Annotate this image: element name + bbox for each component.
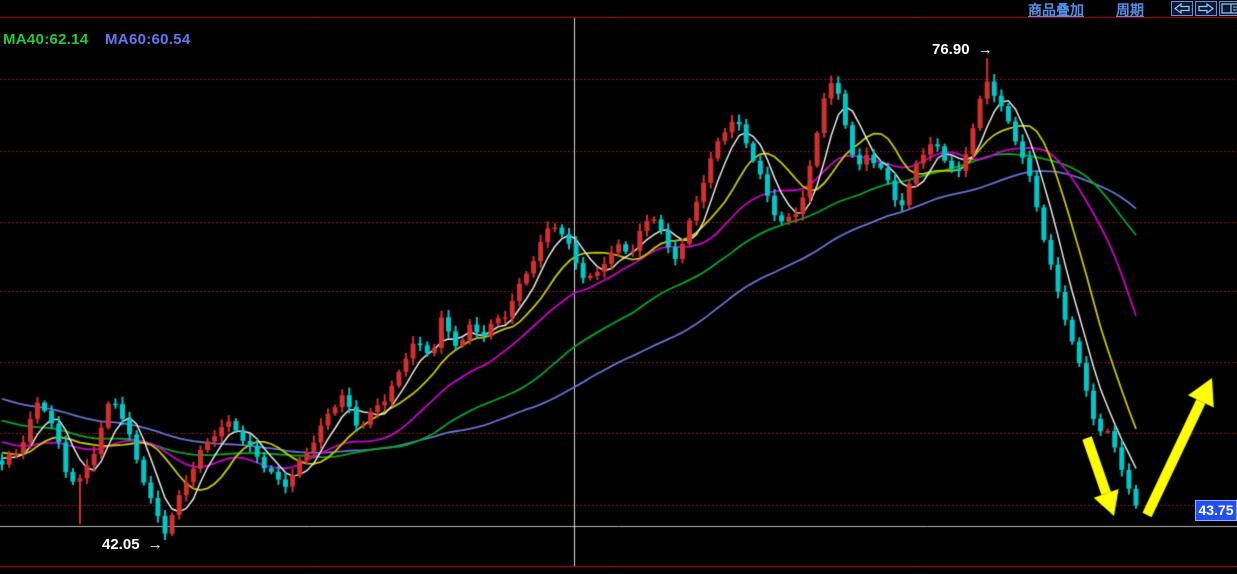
- period-link[interactable]: 周期: [1116, 2, 1144, 18]
- split-layout-icon: [1221, 3, 1237, 14]
- ma60-value-label: MA60:60.54: [105, 31, 191, 48]
- next-button[interactable]: [1195, 1, 1217, 16]
- low-price-annotation: 42.05 →: [102, 536, 163, 553]
- prev-button[interactable]: [1171, 1, 1193, 16]
- high-price-text: 76.90: [932, 41, 970, 58]
- crosshair-price-tag: 43.75: [1195, 500, 1237, 521]
- overlay-compare-link[interactable]: 商品叠加: [1028, 2, 1084, 18]
- top-toolbar: 商品叠加 周期: [0, 0, 1237, 18]
- low-price-text: 42.05: [102, 536, 140, 553]
- right-arrow-glyph: →: [147, 536, 163, 553]
- right-arrow-glyph: →: [977, 41, 993, 58]
- split-layout-button[interactable]: [1219, 1, 1237, 16]
- ma40-value-label: MA40:62.14: [3, 31, 89, 48]
- high-price-annotation: 76.90 →: [932, 41, 993, 58]
- ma-indicator-header: MA40:62.14 MA60:60.54: [3, 31, 191, 48]
- right-arrow-icon: [1198, 3, 1214, 14]
- left-arrow-icon: [1174, 3, 1190, 14]
